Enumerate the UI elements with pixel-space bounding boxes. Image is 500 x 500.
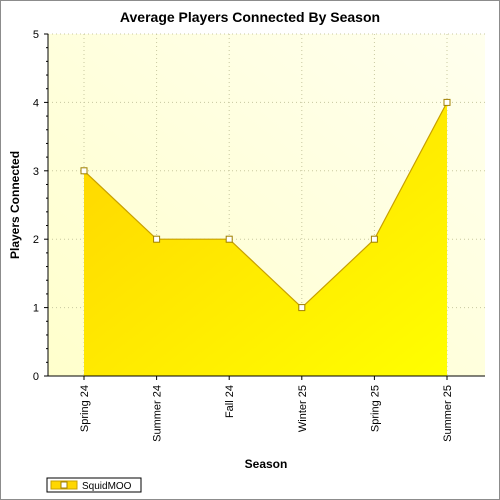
y-tick-label: 2 [33, 234, 39, 246]
y-tick-label: 4 [33, 97, 39, 109]
chart-title: Average Players Connected By Season [120, 9, 380, 25]
x-tick-label: Spring 24 [79, 385, 91, 432]
x-axis-ticks: Spring 24 Summer 24 Fall 24 Winter 25 Spring… [79, 376, 454, 442]
area-series [83, 102, 448, 377]
area-fill [84, 102, 447, 377]
data-point-marker [153, 235, 161, 243]
x-tick-label: Winter 25 [297, 385, 309, 432]
y-tick-label: 1 [33, 303, 39, 315]
axes [47, 34, 485, 377]
legend: SquidMOO [46, 477, 142, 493]
x-axis-label: Season [245, 457, 288, 471]
legend-marker-icon [60, 481, 68, 489]
y-tick-label: 0 [33, 371, 39, 383]
data-point-marker [225, 235, 233, 243]
y-tick-label: 5 [33, 29, 39, 41]
series-line [83, 102, 448, 309]
y-axis-label: Players Connected [8, 151, 22, 259]
data-point-marker [370, 235, 378, 243]
x-tick-label: Summer 24 [152, 385, 164, 442]
x-tick-label: Fall 24 [224, 385, 236, 418]
y-axis-ticks: 0 1 2 3 4 5 [33, 29, 48, 383]
data-point-marker [298, 304, 306, 312]
data-markers [80, 98, 451, 312]
x-tick-label: Summer 25 [442, 385, 454, 442]
y-tick-label: 3 [33, 166, 39, 178]
x-tick-label: Spring 25 [369, 385, 381, 432]
data-point-marker [443, 98, 451, 106]
data-point-marker [80, 167, 88, 175]
legend-label: SquidMOO [82, 481, 132, 492]
